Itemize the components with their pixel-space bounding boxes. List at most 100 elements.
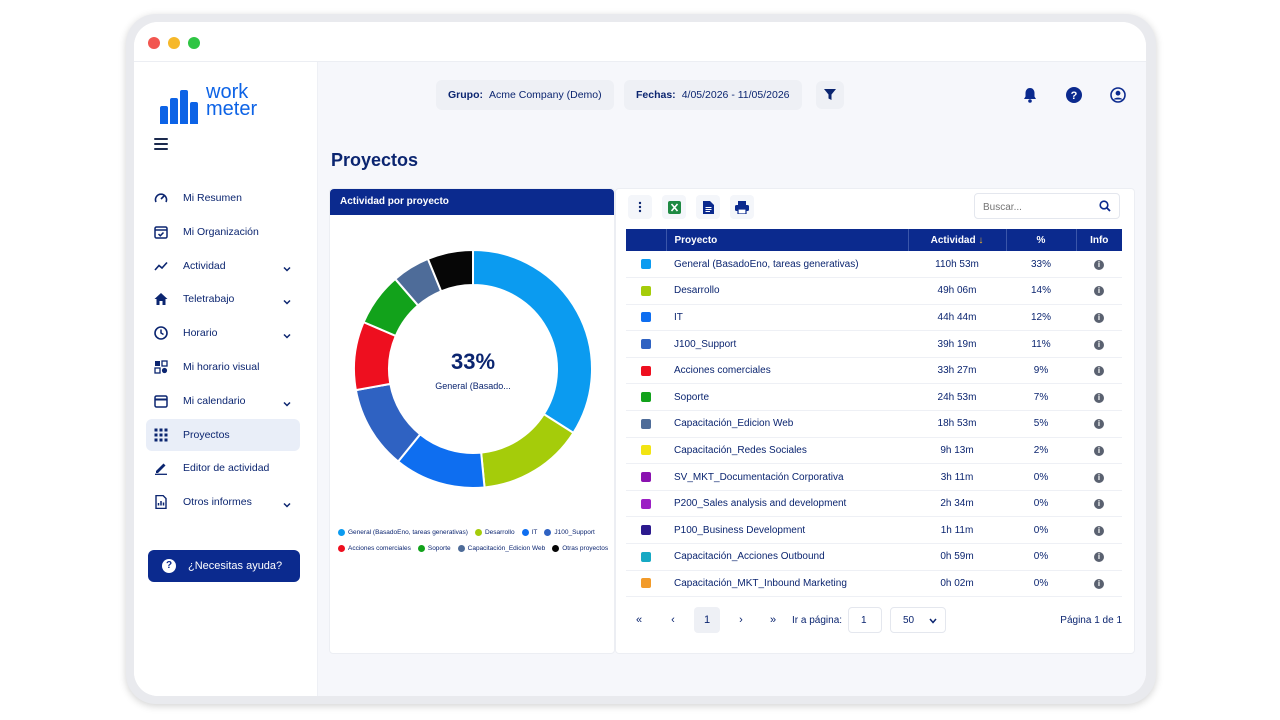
calendar-icon (154, 394, 168, 408)
sidebar-item-mi-organización[interactable]: Mi Organización (146, 216, 300, 248)
project-column-header[interactable]: Proyecto (666, 229, 909, 251)
window-minimize-button[interactable] (168, 37, 180, 49)
sidebar-item-mi-resumen[interactable]: Mi Resumen (146, 182, 300, 214)
sidebar-item-mi-calendario[interactable]: Mi calendario (146, 385, 300, 417)
page-title: Proyectos (331, 150, 419, 170)
legend-label: Soporte (427, 545, 451, 552)
sidebar-item-otros-informes[interactable]: Otros informes (146, 486, 300, 518)
next-page-button[interactable]: › (739, 614, 743, 626)
user-profile-button[interactable] (1104, 81, 1132, 109)
info-icon[interactable]: i (1094, 419, 1104, 430)
legend-item[interactable]: Capacitación_Edicion Web (457, 545, 545, 552)
info-icon[interactable]: i (1094, 472, 1104, 483)
legend-item[interactable]: J100_Support (544, 529, 595, 536)
info-icon[interactable]: i (1094, 286, 1104, 297)
legend-item[interactable]: Desarrollo (474, 529, 515, 536)
legend-item[interactable]: General (BasadoEno, tareas generativas) (338, 529, 468, 536)
sidebar-item-horario[interactable]: Horario (146, 317, 300, 349)
user-circle-icon (1110, 87, 1126, 103)
legend-item[interactable]: Otras proyectos (552, 545, 608, 552)
date-range-selector[interactable]: Fechas: 4/05/2026 - 11/05/2026 (624, 80, 802, 110)
sidebar-item-mi-horario-visual[interactable]: Mi horario visual (146, 351, 300, 383)
donut-slice-0[interactable] (472, 248, 593, 435)
sidebar: work meter Mi Resumen Mi Organización Acti… (134, 62, 318, 696)
first-page-button[interactable]: « (635, 614, 643, 626)
filter-button[interactable] (816, 81, 844, 109)
table-row[interactable]: Soporte 24h 53m 7% i (626, 383, 1122, 412)
table-row[interactable]: P100_Business Development 1h 11m 0% i (626, 516, 1122, 545)
legend-label: J100_Support (554, 529, 595, 536)
sidebar-item-proyectos[interactable]: Proyectos (146, 418, 300, 451)
table-row[interactable]: IT 44h 44m 12% i (626, 304, 1122, 332)
info-icon[interactable]: i (1094, 499, 1104, 510)
table-row[interactable]: Capacitación_MKT_Inbound Marketing 0h 02m… (626, 570, 1122, 598)
info-icon[interactable]: i (1094, 366, 1104, 377)
bell-icon (1024, 87, 1036, 103)
pct-column-header[interactable]: % (1006, 229, 1077, 251)
table-row[interactable]: Desarrollo 49h 06m 14% i (626, 277, 1122, 305)
chevron-down-icon (282, 497, 292, 508)
legend-label: Desarrollo (484, 529, 515, 536)
project-info-cell: i (1076, 490, 1122, 518)
menu-toggle-icon[interactable] (154, 138, 168, 150)
search-box[interactable] (974, 193, 1120, 219)
workmeter-logo[interactable]: work meter (158, 82, 278, 124)
info-icon[interactable]: i (1094, 392, 1104, 403)
table-row[interactable]: SV_MKT_Documentación Corporativa 3h 11m 0%… (626, 463, 1122, 491)
legend-item[interactable]: Soporte (417, 545, 451, 552)
project-activity-cell: 24h 53m (908, 383, 1006, 412)
table-row[interactable]: General (BasadoEno, tareas generativas) 1… (626, 251, 1122, 279)
donut-slice-7[interactable] (426, 248, 474, 293)
table-row[interactable]: Capacitación_Acciones Outbound 0h 59m 0% i (626, 543, 1122, 571)
schedule-grid-icon (154, 360, 168, 374)
info-icon[interactable]: i (1094, 445, 1104, 456)
group-selector[interactable]: Grupo: Acme Company (Demo) (436, 80, 614, 110)
project-name-cell: P100_Business Development (666, 516, 908, 545)
table-row[interactable]: P200_Sales analysis and development 2h 34… (626, 490, 1122, 518)
notifications-button[interactable] (1016, 81, 1044, 109)
chevron-down-icon (929, 618, 937, 624)
pagination: « ‹ 1 › » Ir a página: 1 50 Página 1 de … (626, 607, 1122, 633)
search-icon[interactable] (1099, 200, 1111, 212)
info-icon[interactable]: i (1094, 312, 1104, 323)
project-activity-cell: 39h 19m (908, 330, 1006, 358)
help-icon-button[interactable]: ? (1060, 81, 1088, 109)
trend-line-icon (154, 259, 168, 273)
window-close-button[interactable] (148, 37, 160, 49)
export-pdf-button[interactable] (696, 195, 720, 219)
goto-page-label: Ir a página: (792, 615, 843, 626)
search-input[interactable] (983, 199, 1093, 215)
table-row[interactable]: Acciones comerciales 33h 27m 9% i (626, 357, 1122, 385)
legend-item[interactable]: Acciones comerciales (338, 545, 411, 552)
info-icon[interactable]: i (1094, 525, 1104, 536)
window-maximize-button[interactable] (188, 37, 200, 49)
table-row[interactable]: Capacitación_Edicion Web 18h 53m 5% i (626, 410, 1122, 438)
export-excel-button[interactable] (662, 195, 686, 219)
sidebar-item-actividad[interactable]: Actividad (146, 250, 300, 282)
help-button[interactable]: ? ¿Necesitas ayuda? (148, 550, 300, 582)
page-size-select[interactable]: 50 (890, 607, 946, 633)
legend-label: IT (531, 529, 538, 536)
goto-page-input[interactable]: 1 (848, 607, 882, 633)
info-icon[interactable]: i (1094, 552, 1104, 563)
donut-slice-1[interactable] (480, 412, 575, 489)
page-1-button[interactable]: 1 (694, 607, 720, 633)
last-page-button[interactable]: » (769, 614, 777, 626)
table-row[interactable]: J100_Support 39h 19m 11% i (626, 330, 1122, 358)
info-icon[interactable]: i (1094, 339, 1104, 350)
print-button[interactable] (730, 195, 754, 219)
sidebar-item-editor-de-actividad[interactable]: Editor de actividad (146, 452, 300, 484)
project-pct-cell: 2% (1006, 437, 1076, 465)
activity-column-header[interactable]: Actividad ↓ (908, 229, 1007, 251)
project-name-cell: Capacitación_MKT_Inbound Marketing (666, 570, 908, 598)
table-row[interactable]: Capacitación_Redes Sociales 9h 13m 2% i (626, 437, 1122, 465)
info-icon[interactable]: i (1094, 259, 1104, 270)
column-options-button[interactable] (628, 195, 652, 219)
project-info-cell: i (1076, 437, 1122, 465)
legend-item[interactable]: IT (521, 529, 538, 536)
project-info-cell: i (1076, 543, 1122, 571)
sidebar-item-teletrabajo[interactable]: Teletrabajo (146, 283, 300, 315)
info-icon[interactable]: i (1094, 578, 1104, 589)
project-name-cell: Acciones comerciales (666, 357, 908, 385)
prev-page-button[interactable]: ‹ (671, 614, 675, 626)
